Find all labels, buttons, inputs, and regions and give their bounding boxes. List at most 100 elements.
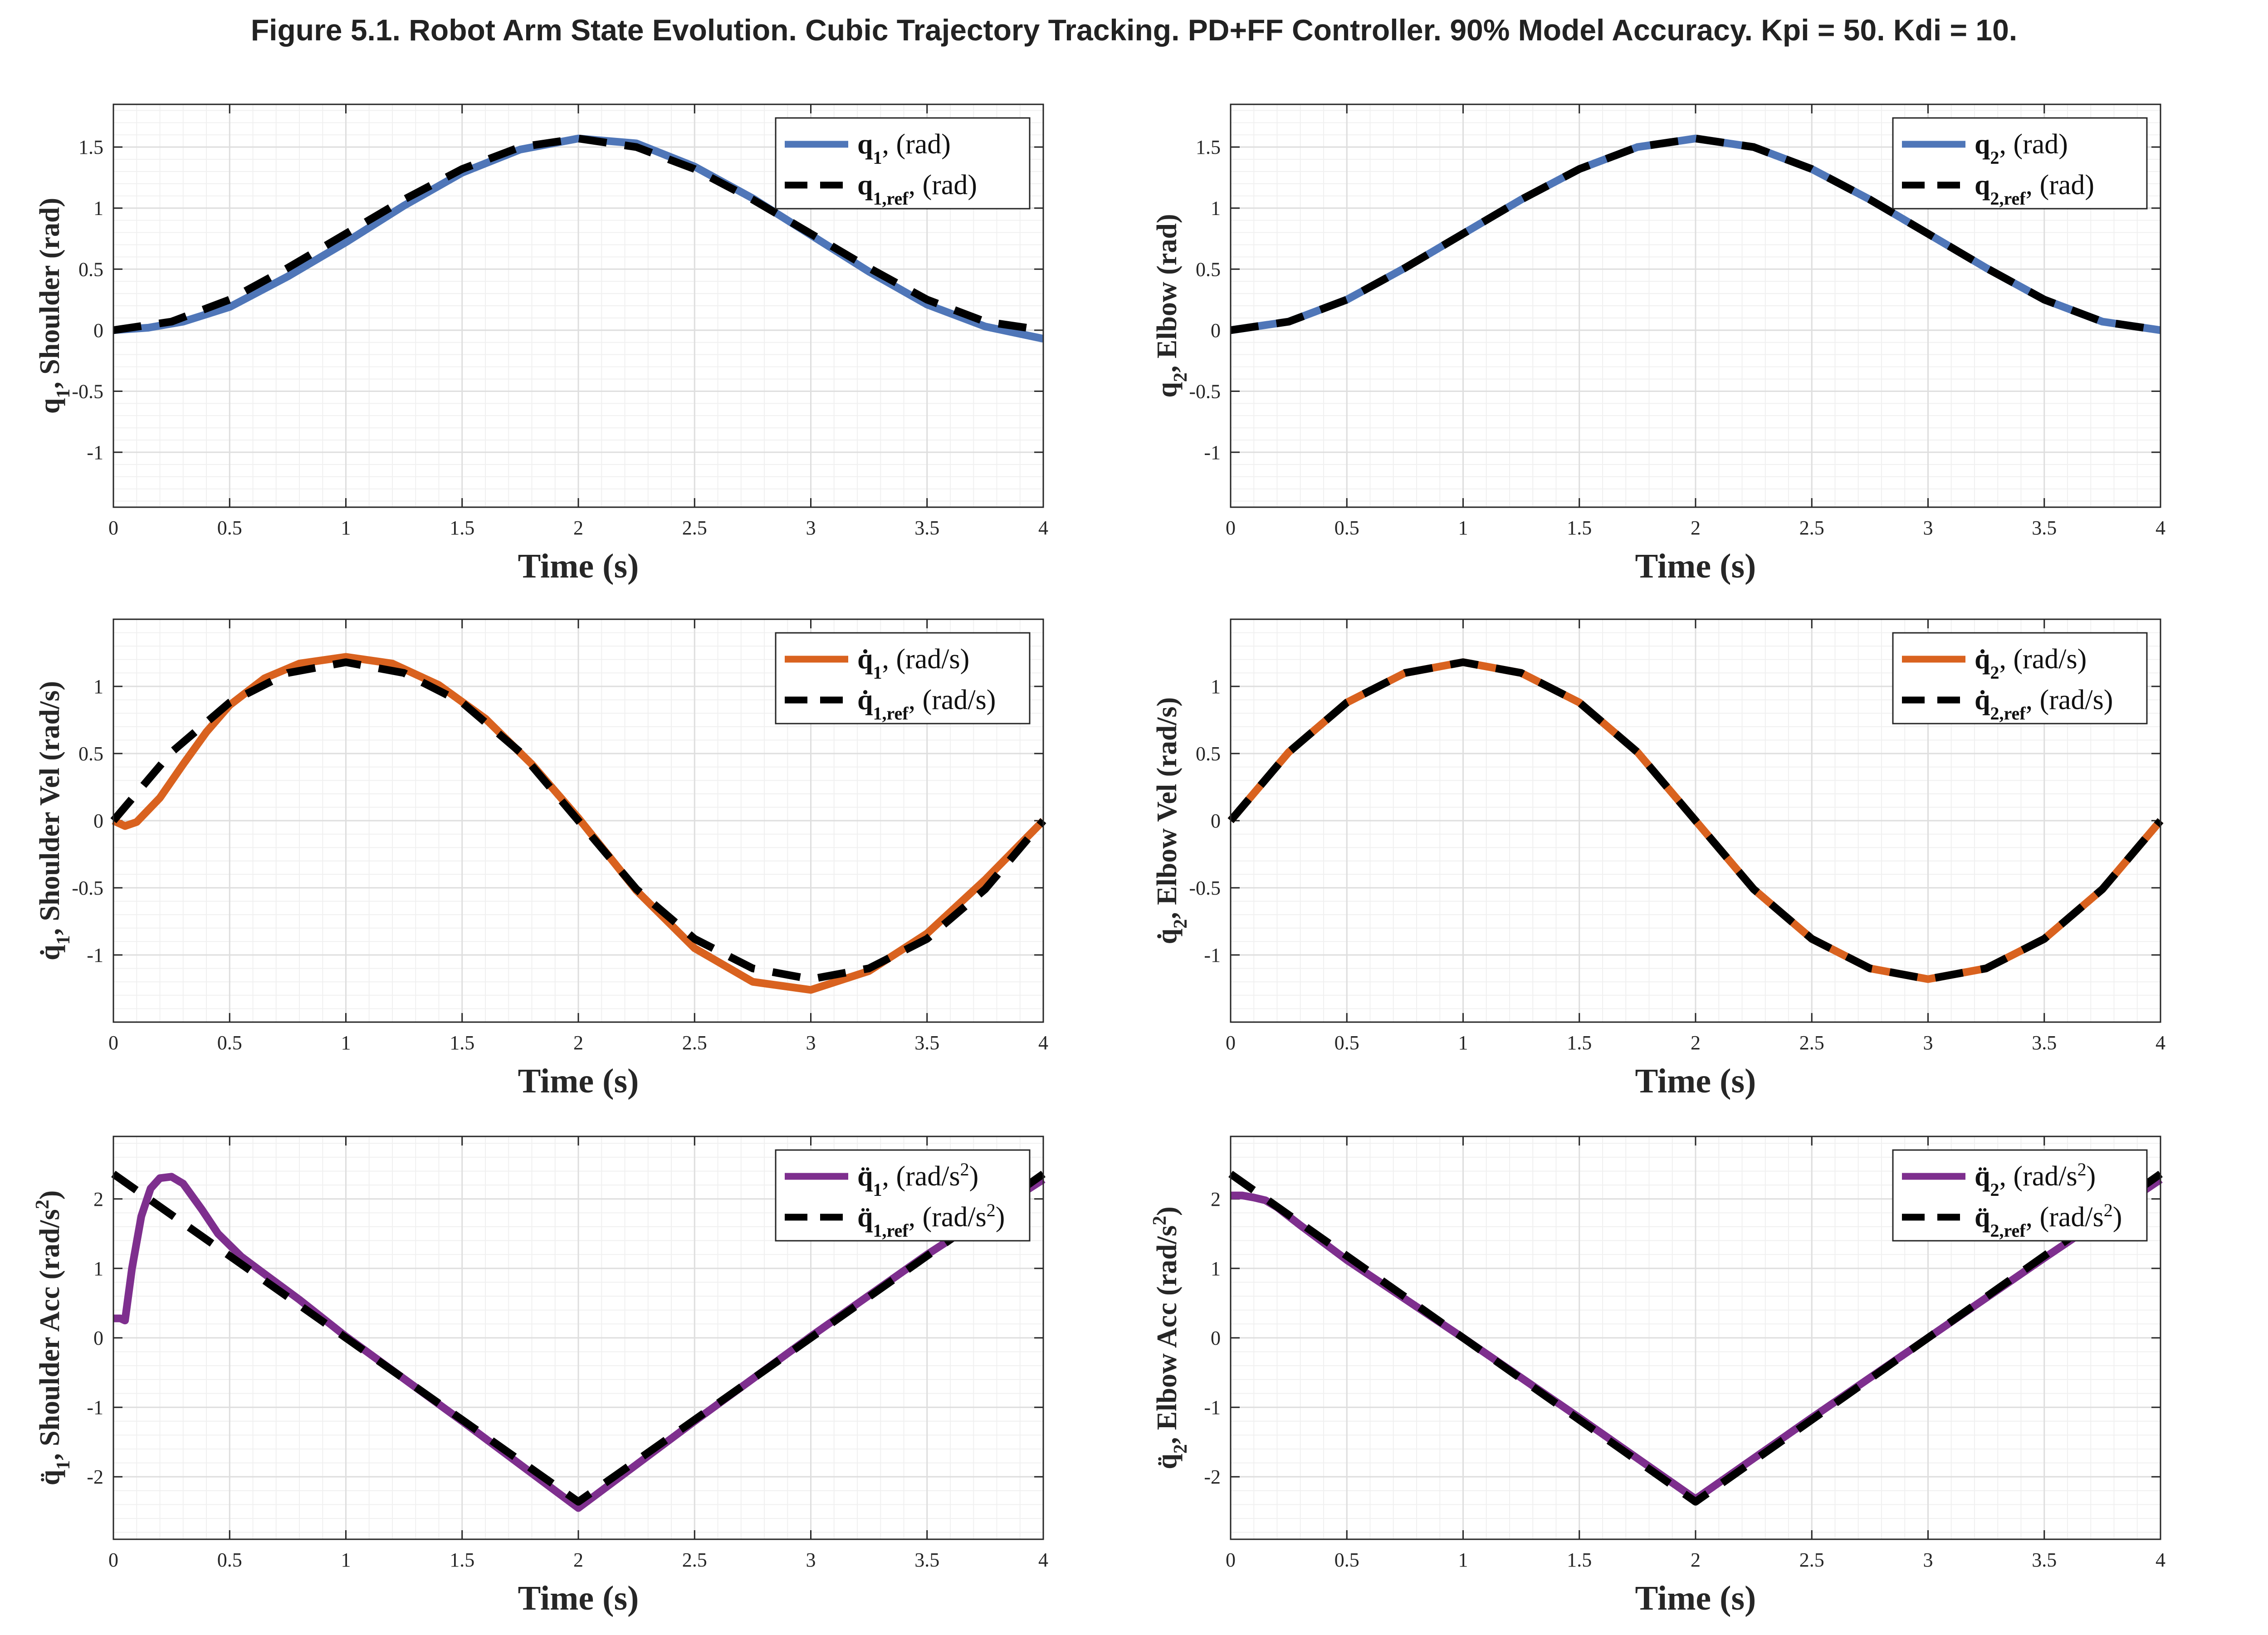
y-tick-label: -1 <box>1204 1396 1221 1419</box>
x-tick-label: 1.5 <box>450 517 474 539</box>
y-tick-label: 0 <box>93 1327 103 1349</box>
x-tick-label: 1 <box>341 1549 351 1571</box>
y-axis-label: q̇1, Shoulder Vel (rad/s) <box>34 681 74 960</box>
y-tick-label: 0.5 <box>1196 743 1221 765</box>
x-tick-label: 2.5 <box>682 1549 707 1571</box>
reference-line <box>110 658 1046 983</box>
legend-box <box>775 117 1031 210</box>
y-tick-label: 1 <box>93 676 103 698</box>
y-tick-label: 1 <box>1211 676 1221 698</box>
reference-line <box>1230 134 2161 334</box>
x-tick-label: 2 <box>573 1032 583 1054</box>
x-tick-label: 2 <box>1691 1032 1701 1054</box>
y-tick-label: 0 <box>1211 810 1221 832</box>
legend-entry: q2, (rad) <box>1975 129 2068 168</box>
subplot-6: 0 0.5 1 1.5 2 2.5 3 3.5 4 -2 -1 0 1 2 Time (s) q̈2, Elb… <box>1149 1136 2165 1617</box>
x-tick-label: 2 <box>573 517 583 539</box>
y-tick-label: 0 <box>93 810 103 832</box>
legend-entry: q̇2,ref, (rad/s) <box>1975 685 2113 724</box>
x-tick-label: 4 <box>1038 1549 1048 1571</box>
x-tick-label: 1 <box>341 1032 351 1054</box>
axes-frame <box>112 103 1044 508</box>
y-tick-label: 0.5 <box>78 258 103 280</box>
x-axis-label: Time (s) <box>518 1579 639 1617</box>
reference-line <box>111 1170 1046 1506</box>
x-tick-label: 3 <box>1923 1549 1933 1571</box>
y-tick-label: 2 <box>1211 1188 1221 1210</box>
x-tick-label: 3 <box>806 517 816 539</box>
y-tick-label: -1 <box>87 944 103 966</box>
x-tick-label: 4 <box>2156 1549 2165 1571</box>
y-tick-label: 0 <box>1211 1327 1221 1349</box>
x-tick-label: 2.5 <box>1799 517 1824 539</box>
x-tick-label: 1.5 <box>450 1549 474 1571</box>
x-tick-label: 1.5 <box>1567 1032 1592 1054</box>
y-axis-label: q̈1, Shoulder Acc (rad/s2) <box>32 1190 74 1486</box>
axes-frame <box>1230 103 2161 508</box>
y-axis-label: q2, Elbow (rad) <box>1152 214 1191 397</box>
x-tick-label: 2.5 <box>1799 1549 1824 1571</box>
x-tick-label: 2 <box>1691 517 1701 539</box>
x-tick-label: 2.5 <box>1799 1032 1824 1054</box>
y-tick-label: -1 <box>87 1396 103 1419</box>
x-tick-label: 1.5 <box>1567 1549 1592 1571</box>
y-tick-label: -0.5 <box>1189 877 1221 899</box>
legend-entry: q2,ref, (rad) <box>1975 170 2094 209</box>
legend: q̈1, (rad/s2)q̈1,ref, (rad/s2) <box>775 1149 1031 1242</box>
figure-title: Figure 5.1. Robot Arm State Evolution. C… <box>250 13 2018 47</box>
y-tick-label: -0.5 <box>1189 380 1221 402</box>
y-tick-label: 0 <box>1211 319 1221 342</box>
subplot-5: 0 0.5 1 1.5 2 2.5 3 3.5 4 -2 -1 0 1 2 Time (s) q̈1, Sho… <box>32 1136 1048 1617</box>
x-tick-label: 0.5 <box>217 517 242 539</box>
legend-entry: q1, (rad) <box>857 129 951 168</box>
y-tick-label: -0.5 <box>72 380 103 402</box>
x-tick-label: 1 <box>1458 517 1468 539</box>
x-tick-label: 0 <box>1226 517 1236 539</box>
x-tick-label: 2.5 <box>682 517 707 539</box>
legend-entry: q̈2, (rad/s2) <box>1975 1159 2096 1200</box>
legend-entry: q̈1,ref, (rad/s2) <box>857 1200 1005 1241</box>
y-tick-label: 1.5 <box>78 136 103 158</box>
x-tick-label: 2 <box>573 1549 583 1571</box>
x-tick-label: 0.5 <box>217 1549 242 1571</box>
x-axis-label: Time (s) <box>1635 1579 1756 1617</box>
x-tick-label: 3.5 <box>2032 517 2057 539</box>
y-tick-label: -0.5 <box>72 877 103 899</box>
legend: q1, (rad)q1,ref, (rad) <box>775 117 1031 210</box>
x-tick-label: 0 <box>1226 1032 1236 1054</box>
y-tick-label: -1 <box>87 441 103 464</box>
legend: q̇2, (rad/s)q̇2,ref, (rad/s) <box>1892 632 2148 724</box>
legend-entry: q̇1,ref, (rad/s) <box>857 685 996 724</box>
axes-frame <box>112 1136 1044 1540</box>
y-axis-label: q̈2, Elbow Acc (rad/s2) <box>1149 1206 1191 1469</box>
legend: q̇1, (rad/s)q̇1,ref, (rad/s) <box>775 632 1031 724</box>
x-tick-label: 0.5 <box>1334 1032 1359 1054</box>
axes-frame <box>1230 1136 2161 1540</box>
y-axis-label: q1, Shoulder (rad) <box>34 198 74 414</box>
y-tick-label: 0 <box>93 319 103 342</box>
x-axis-label: Time (s) <box>1635 547 1756 585</box>
x-tick-label: 4 <box>2156 1032 2165 1054</box>
y-tick-label: 2 <box>93 1188 103 1210</box>
actual-line <box>112 653 1046 994</box>
y-tick-label: 1 <box>1211 197 1221 220</box>
legend-box <box>1892 117 2148 210</box>
x-tick-label: 0.5 <box>217 1032 242 1054</box>
legend-box <box>1892 632 2148 724</box>
legend-box <box>775 1149 1031 1242</box>
y-tick-label: 0.5 <box>78 743 103 765</box>
x-tick-label: 0.5 <box>1334 517 1359 539</box>
y-tick-label: 1 <box>93 197 103 220</box>
x-tick-label: 3.5 <box>914 1032 939 1054</box>
y-tick-label: 1 <box>93 1258 103 1280</box>
subplot-3: 0 0.5 1 1.5 2 2.5 3 3.5 4 -1 -0.5 0 0.5 1 Time (s) q̇1,… <box>34 618 1048 1100</box>
x-axis-label: Time (s) <box>518 547 639 585</box>
x-tick-label: 3 <box>1923 1032 1933 1054</box>
x-tick-label: 1.5 <box>450 1032 474 1054</box>
reference-line <box>112 134 1044 334</box>
legend-box <box>1892 1149 2148 1242</box>
y-tick-label: 1 <box>1211 1258 1221 1280</box>
legend-entry: q̇1, (rad/s) <box>857 644 969 683</box>
x-tick-label: 2.5 <box>682 1032 707 1054</box>
x-tick-label: 3 <box>806 1032 816 1054</box>
